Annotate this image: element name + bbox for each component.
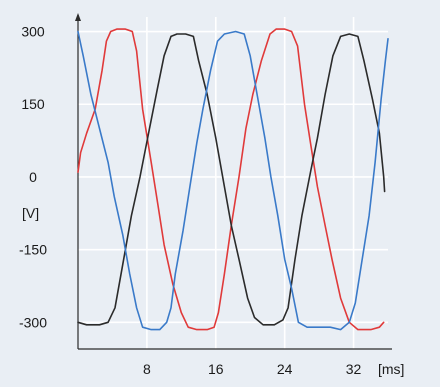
- series-line-2: [77, 30, 389, 331]
- y-tick-label-2: 0: [29, 169, 37, 185]
- chart-labels: [V] [ms] 300 150 0 -150 -300 8 16 24 32: [19, 24, 404, 377]
- y-axis-arrow-icon: [75, 13, 81, 21]
- y-tick-label-4: -300: [19, 314, 47, 330]
- x-axis-unit: [ms]: [378, 361, 404, 377]
- chart-series: [77, 28, 389, 331]
- y-axis-unit: [V]: [22, 205, 39, 221]
- x-tick-label-2: 24: [277, 361, 293, 377]
- chart-grid: [78, 17, 388, 349]
- x-tick-label-0: 8: [143, 361, 151, 377]
- x-tick-label-3: 32: [346, 361, 362, 377]
- series-line-1: [77, 33, 386, 326]
- y-tick-label-0: 300: [21, 24, 45, 40]
- y-tick-label-3: -150: [19, 242, 47, 258]
- chart-axes: [75, 13, 392, 350]
- y-tick-label-1: 150: [21, 96, 45, 112]
- series-line-0: [77, 28, 385, 331]
- x-tick-label-1: 16: [208, 361, 224, 377]
